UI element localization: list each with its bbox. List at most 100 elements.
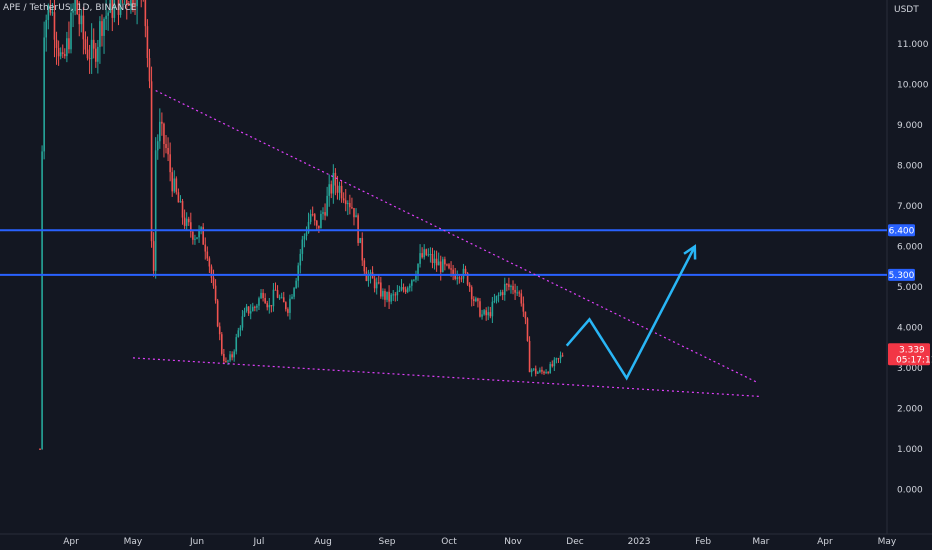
candle-body xyxy=(307,221,310,233)
candle-body xyxy=(49,4,52,13)
support-trendline[interactable] xyxy=(132,357,759,397)
candle-body xyxy=(247,306,250,314)
candle-body xyxy=(245,306,248,311)
candle-body xyxy=(293,288,295,297)
candle-body xyxy=(487,312,490,316)
candle-body xyxy=(76,0,78,15)
candle-body xyxy=(437,261,440,266)
candle-body xyxy=(392,294,395,296)
candle-body xyxy=(355,215,357,218)
currency-label: USDT xyxy=(894,5,919,15)
candle-body xyxy=(349,203,351,208)
candle-body xyxy=(229,354,231,361)
candle-body xyxy=(210,266,213,278)
candle-body xyxy=(289,298,291,313)
candle-body xyxy=(206,251,209,259)
y-tick-label: 10.000 xyxy=(897,81,929,91)
current-price-badge[interactable] xyxy=(888,343,930,366)
candle-body xyxy=(280,297,283,299)
x-tick-label: Sep xyxy=(379,537,396,547)
candle-body xyxy=(386,291,388,300)
candle-body xyxy=(475,298,477,302)
candle-body xyxy=(218,326,221,335)
candle-body xyxy=(363,260,366,272)
candle-body xyxy=(344,200,347,205)
candle-body xyxy=(537,372,539,374)
candle-body xyxy=(256,305,258,308)
candle-body xyxy=(510,286,512,288)
x-tick-label: Feb xyxy=(695,537,711,547)
candle-body xyxy=(417,263,419,276)
candle-body xyxy=(468,284,471,288)
candle-body xyxy=(51,12,54,14)
candle-body xyxy=(311,214,314,216)
price-axis[interactable]: USDT 0.000 1.000 2.000 3.000 4.000 5.000 6.000 7… xyxy=(888,5,932,496)
y-tick-label: 0.000 xyxy=(897,486,923,496)
candle-body xyxy=(291,296,293,299)
x-tick-label: Dec xyxy=(566,537,583,547)
candle-body xyxy=(212,277,215,286)
candle-body xyxy=(214,285,217,301)
y-tick-label: 8.000 xyxy=(897,162,923,172)
projection-path[interactable] xyxy=(565,245,696,381)
x-tick-label: Aug xyxy=(314,537,332,547)
candle-body xyxy=(161,121,163,124)
candle-body xyxy=(119,0,122,15)
candle-body xyxy=(225,361,227,363)
horizontal-levels[interactable]: 6.400 5.300 xyxy=(0,224,915,281)
candle-body xyxy=(117,0,120,15)
candle-body xyxy=(251,306,254,312)
candle-body xyxy=(132,0,134,5)
candle-body xyxy=(165,144,167,148)
trend-drawings[interactable] xyxy=(132,90,759,397)
resistance-trendline[interactable] xyxy=(155,90,758,383)
candle-body xyxy=(128,4,130,6)
candle-body xyxy=(351,207,353,209)
candle-body xyxy=(274,289,277,291)
candle-body xyxy=(508,284,510,287)
candle-body xyxy=(322,212,324,214)
candle-body xyxy=(353,208,355,218)
candle-body xyxy=(427,254,430,256)
candle-body xyxy=(144,0,147,27)
candle-body xyxy=(512,286,514,290)
candle-body xyxy=(268,305,271,308)
candle-body xyxy=(299,253,302,266)
candle-body xyxy=(534,368,537,374)
candle-series xyxy=(39,0,564,450)
candle-body xyxy=(394,294,397,296)
candle-body xyxy=(249,311,252,314)
candle-body xyxy=(220,334,223,354)
candle-body xyxy=(53,12,56,40)
candle-body xyxy=(388,291,390,302)
grid xyxy=(0,0,932,535)
candle-body xyxy=(442,259,444,273)
candle-body xyxy=(559,355,562,359)
candle-body xyxy=(402,287,405,290)
projection-arrowhead-icon xyxy=(683,244,697,260)
candle-body xyxy=(80,15,83,25)
candle-body xyxy=(408,285,411,288)
x-tick-label: Apr xyxy=(63,537,79,547)
candle-body xyxy=(444,259,446,265)
candle-body xyxy=(547,372,549,374)
candle-body xyxy=(152,241,155,271)
candle-body xyxy=(514,289,516,293)
time-axis[interactable]: Apr May Jun Jul Aug Sep Oct Nov Dec 2023 Feb Mar Apr… xyxy=(63,537,897,547)
candle-body xyxy=(365,271,368,281)
candle-body xyxy=(272,289,275,307)
current-price-label: 3.339 xyxy=(899,345,925,355)
candle-body xyxy=(499,292,502,296)
candle-body xyxy=(130,0,132,6)
y-tick-label: 9.000 xyxy=(897,121,923,131)
candle-body xyxy=(264,297,266,304)
candle-body xyxy=(324,212,326,216)
candle-body xyxy=(359,238,361,243)
candle-body xyxy=(532,368,535,370)
candle-body xyxy=(413,279,415,281)
candle-body xyxy=(456,277,459,279)
candle-body xyxy=(72,10,74,13)
candle-body xyxy=(134,4,136,7)
